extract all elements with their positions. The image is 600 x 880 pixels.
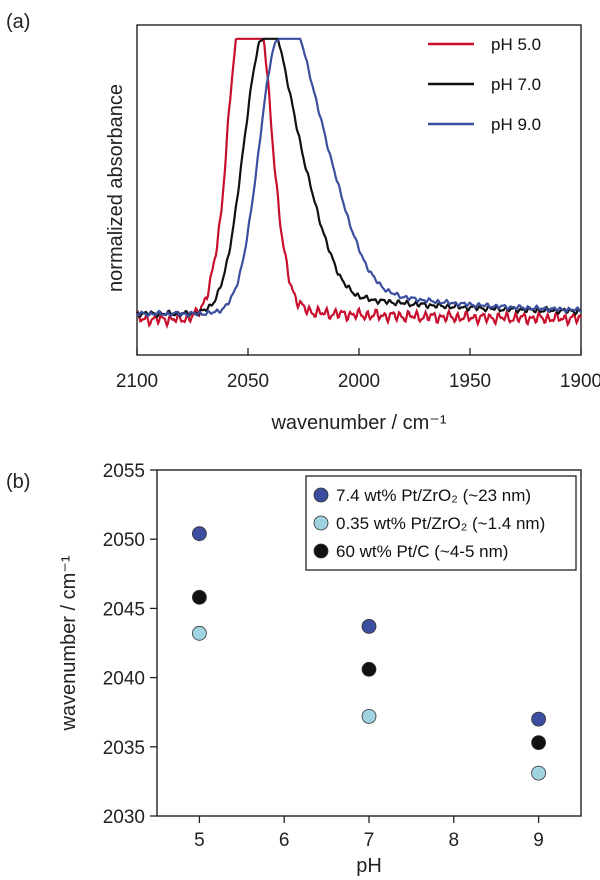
panel-b-data-point (191, 589, 207, 605)
panel-b-legend: 7.4 wt% Pt/ZrO₂ (~23 nm) 0.35 wt% Pt/ZrO₂… (305, 475, 577, 571)
panel-a-x-ticks: 2100 2050 2000 1950 1900 (116, 348, 600, 392)
panel-b-x-tick-label: 7 (364, 830, 375, 851)
panel-a-y-axis-label: normalized absorbance (105, 84, 127, 292)
panel-a-x-tick-label: 1950 (449, 371, 491, 392)
panel-a-x-tick-label: 2050 (227, 371, 269, 392)
panel-a-label: (a) (6, 11, 30, 33)
panel-b-legend-label: 60 wt% Pt/C (~4-5 nm) (336, 542, 508, 561)
panel-b-y-tick-label: 2035 (103, 738, 145, 759)
panel-b-x-tick-label: 5 (194, 830, 205, 851)
panel-b-data-point (531, 711, 546, 727)
panel-a-x-axis-label: wavenumber / cm⁻¹ (270, 412, 446, 434)
panel-b-x-tick-label: 9 (533, 830, 544, 851)
panel-a-x-tick-label: 2100 (116, 371, 158, 392)
panel-b-data-point (361, 708, 377, 724)
panel-b-points (191, 526, 546, 781)
panel-b-label: (b) (6, 471, 30, 493)
panel-b-legend-label: 7.4 wt% Pt/ZrO₂ (~23 nm) (336, 486, 531, 505)
panel-b-y-tick-label: 2040 (103, 669, 145, 690)
panel-b-data-point (361, 618, 377, 634)
panel-a-legend-label: pH 5.0 (491, 35, 541, 54)
panel-b-legend-marker (313, 543, 329, 559)
panel-b-legend-label: 0.35 wt% Pt/ZrO₂ (~1.4 nm) (336, 514, 545, 533)
panel-b-data-point (191, 526, 207, 542)
panel-b-x-axis-label: pH (356, 855, 382, 877)
panel-b-y-tick-label: 2030 (103, 807, 145, 828)
panel-b-data-point (361, 661, 377, 677)
panel-a: (a) 2100 2050 2000 1950 1900 pH 5.0pH 7.0pH … (6, 11, 600, 434)
panel-b-data-point (531, 735, 546, 751)
panel-b-y-tick-label: 2055 (103, 461, 145, 482)
panel-b-data-point (531, 765, 546, 781)
panel-a-legend-label: pH 9.0 (491, 115, 541, 134)
panel-a-curves (135, 37, 582, 329)
panel-b-y-tick-label: 2045 (103, 599, 145, 620)
panel-b-ticks: 5 6 7 8 9 2030 2035 2040 2045 2050 2055 (103, 461, 544, 851)
panel-a-legend: pH 5.0 pH 7.0 pH 9.0 (428, 35, 541, 134)
panel-a-series-line (135, 37, 582, 329)
panel-b-legend-marker (313, 487, 329, 503)
panel-a-series-line (136, 37, 582, 318)
panel-b-data-point (191, 625, 207, 641)
panel-b-x-tick-label: 6 (279, 830, 290, 851)
panel-b-y-axis-label: wavenumber / cm⁻¹ (58, 555, 80, 731)
panel-b-x-tick-label: 8 (449, 830, 460, 851)
panel-b: (b) 5 6 7 8 9 2030 2035 2040 2045 2050 2055 7.4 wt… (6, 461, 582, 877)
panel-a-legend-label: pH 7.0 (491, 75, 541, 94)
panel-b-y-tick-label: 2050 (103, 530, 145, 551)
panel-b-legend-box (305, 475, 577, 571)
panel-a-x-tick-label: 2000 (338, 371, 380, 392)
panel-b-legend-marker (313, 515, 329, 531)
panel-a-x-tick-label: 1900 (560, 371, 600, 392)
